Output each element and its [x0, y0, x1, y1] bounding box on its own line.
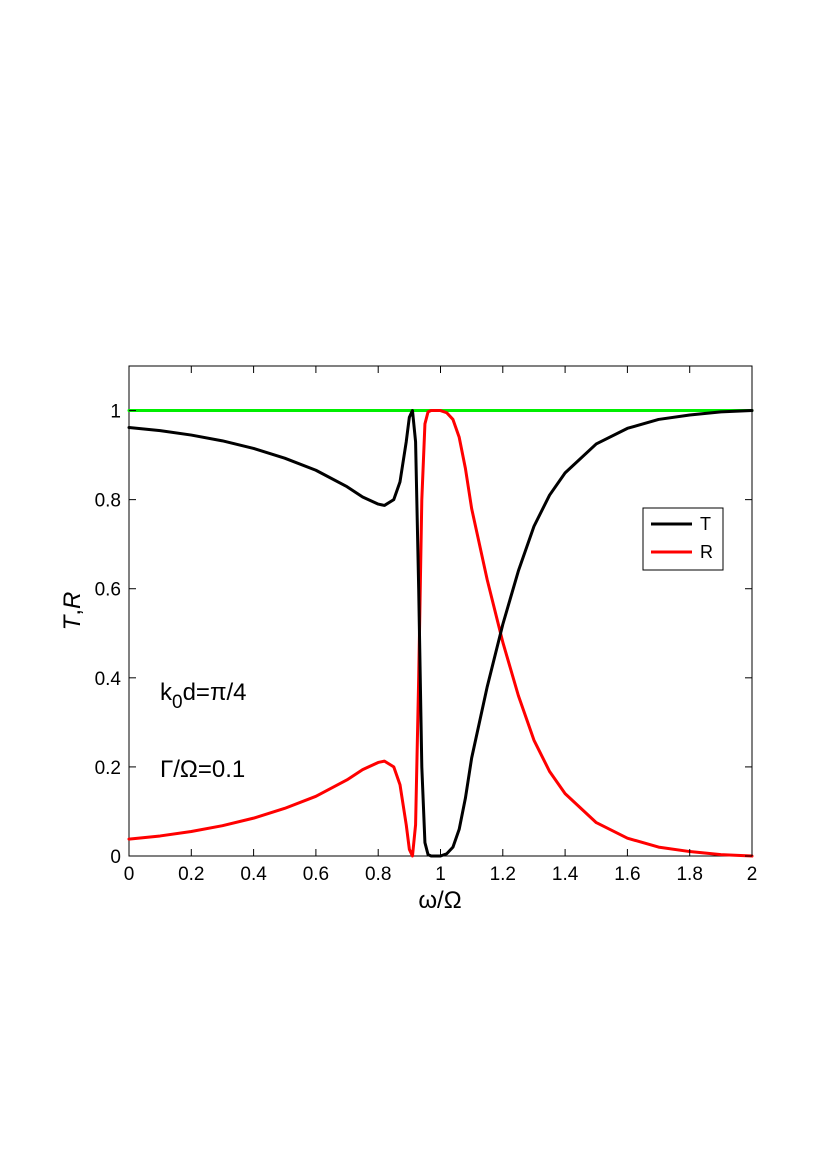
legend-label-t: T [700, 514, 711, 534]
x-tick-label: 1.4 [552, 864, 579, 885]
annotation-k0d-base: k [160, 679, 173, 706]
annotation-k0d-rest: d=π/4 [183, 679, 247, 706]
plot-area: 0 0.2 0.4 0.6 0.8 1 1.2 1.4 1.6 1.8 2 0 0.2 0.4 0.6 0.8… [95, 365, 758, 885]
y-tick-label: 1 [110, 402, 121, 423]
y-tick-label: 0.4 [95, 669, 122, 690]
axes-box [128, 365, 753, 857]
legend-box [642, 507, 724, 571]
ticks-group: 0 0.2 0.4 0.6 0.8 1 1.2 1.4 1.6 1.8 2 0 0.2 0.4 0.6 0.8… [95, 366, 758, 885]
series-group [127, 409, 754, 858]
y-tick-label: 0.6 [95, 580, 121, 601]
x-tick-label: 1.8 [676, 864, 702, 885]
annotation-k0d-subscript: 0 [172, 692, 183, 713]
legend: T R [642, 507, 724, 571]
x-tick-label: 0.4 [240, 864, 267, 885]
x-tick-label: 0 [124, 864, 135, 885]
y-axis-title: T,R [59, 592, 86, 631]
y-axis-title-t: T [59, 613, 86, 630]
x-tick-label: 0.6 [303, 864, 329, 885]
x-tick-label: 0.8 [365, 864, 391, 885]
x-tick-label: 2 [747, 864, 758, 885]
x-tick-label: 1.6 [614, 864, 640, 885]
series-r-line [127, 409, 754, 858]
annotation-gamma: Γ/Ω=0.1 [160, 756, 245, 783]
y-tick-label: 0.2 [95, 758, 121, 779]
y-tick-label: 0 [110, 847, 121, 868]
y-axis-title-comma: , [59, 609, 86, 616]
legend-label-r: R [700, 542, 713, 562]
x-tick-label: 1 [435, 864, 446, 885]
y-tick-label: 0.8 [95, 491, 121, 512]
annotation-k0d: k0d=π/4 [160, 679, 247, 713]
y-axis-title-r: R [59, 592, 86, 609]
x-tick-label: 1.2 [490, 864, 516, 885]
x-axis-title: ω/Ω [418, 887, 461, 914]
y-axis-title-text: T,R [59, 592, 86, 631]
x-tick-label: 0.2 [178, 864, 204, 885]
series-t-line [127, 409, 754, 858]
